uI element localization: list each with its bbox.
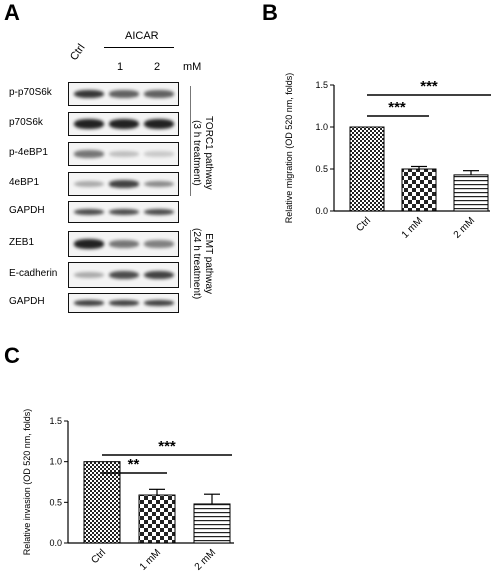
- y-tick-label: 1.5: [49, 416, 62, 426]
- blot-band: [109, 300, 139, 306]
- blot-band: [144, 208, 174, 216]
- x-tick-label: 2 mM: [452, 215, 477, 240]
- blot-strip-5: [68, 201, 179, 223]
- blot-band: [74, 180, 104, 188]
- blot-band: [144, 151, 174, 157]
- lane-label-unit: mM: [183, 61, 202, 73]
- bar-2: [401, 168, 437, 212]
- emt-group-line: [190, 230, 191, 288]
- lane-label-dose1: 1: [117, 61, 124, 73]
- blot-band: [144, 119, 174, 129]
- blot-band: [109, 270, 139, 280]
- treatment-label: AICAR: [125, 30, 159, 42]
- blot-band: [74, 89, 104, 99]
- bar-1: [83, 461, 121, 544]
- blot-strip-8: [68, 293, 179, 313]
- blot-band: [74, 119, 104, 129]
- blot-band: [109, 240, 139, 248]
- protein-label-7: E-cadherin: [9, 268, 58, 279]
- blot-band: [109, 151, 139, 157]
- y-tick-label: 0.5: [49, 497, 62, 507]
- chart-c: 0.0 0.5 1.0 1.5 Relative invasion (OD 520 nm…: [22, 409, 234, 573]
- x-tick-label: Ctrl: [354, 215, 373, 234]
- blot-strip-2: [68, 112, 179, 136]
- blot-strip-1: [68, 82, 179, 106]
- y-tick-label: 1.0: [49, 457, 62, 467]
- bar-1: [349, 126, 385, 212]
- significance-label: ***: [388, 99, 406, 116]
- blot-band: [144, 270, 174, 280]
- blot-band: [74, 271, 104, 279]
- blot-band: [144, 300, 174, 306]
- x-tick-label: 2 mM: [193, 547, 218, 572]
- blot-band: [109, 119, 139, 129]
- x-tick-label: Ctrl: [89, 547, 108, 566]
- protein-label-1: p-p70S6k: [9, 87, 52, 98]
- blot-band: [74, 239, 104, 249]
- y-axis-label: Relative migration (OD 520 nm, folds): [284, 73, 294, 224]
- protein-label-8: GAPDH: [9, 296, 45, 307]
- blot-band: [74, 150, 104, 158]
- bar-3: [453, 174, 489, 212]
- protein-label-5: GAPDH: [9, 205, 45, 216]
- blot-strip-7: [68, 262, 179, 288]
- blot-band: [144, 90, 174, 98]
- y-tick-label: 0.0: [49, 538, 62, 548]
- panel-letter-b: B: [262, 0, 278, 25]
- blot-band: [74, 208, 104, 216]
- protein-label-4: 4eBP1: [9, 177, 40, 188]
- blot-band: [144, 180, 174, 188]
- blot-band: [74, 300, 104, 306]
- x-tick-label: 1 mM: [138, 547, 163, 572]
- blot-strip-4: [68, 172, 179, 196]
- blot-strip-6: [68, 231, 179, 257]
- treatment-bracket-line: [104, 47, 174, 48]
- significance-label: **: [128, 456, 140, 473]
- x-tick-label: 1 mM: [400, 215, 425, 240]
- bar-3: [193, 503, 231, 544]
- y-tick-label: 1.5: [315, 80, 328, 90]
- y-tick-label: 0.0: [315, 206, 328, 216]
- chart-b: 0.0 0.5 1.0 1.5 Relative migration (OD 520 n…: [284, 73, 491, 241]
- protein-label-2: p70S6k: [9, 117, 43, 128]
- significance-label: ***: [420, 78, 438, 95]
- blot-band: [109, 180, 139, 188]
- y-tick-label: 0.5: [315, 164, 328, 174]
- panel-letter-c: C: [4, 343, 20, 368]
- panel-letter-a: A: [4, 0, 20, 25]
- y-tick-label: 1.0: [315, 122, 328, 132]
- bar-2: [138, 494, 176, 544]
- blot-band: [144, 240, 174, 248]
- protein-label-3: p-4eBP1: [9, 147, 48, 158]
- blot-band: [109, 208, 139, 216]
- significance-label: ***: [158, 438, 176, 455]
- protein-label-6: ZEB1: [9, 237, 35, 248]
- y-axis-label: Relative invasion (OD 520 nm, folds): [22, 409, 32, 556]
- lane-label-dose2: 2: [154, 61, 161, 73]
- blot-band: [109, 90, 139, 98]
- blot-strip-3: [68, 142, 179, 166]
- torc1-group-line: [190, 86, 191, 196]
